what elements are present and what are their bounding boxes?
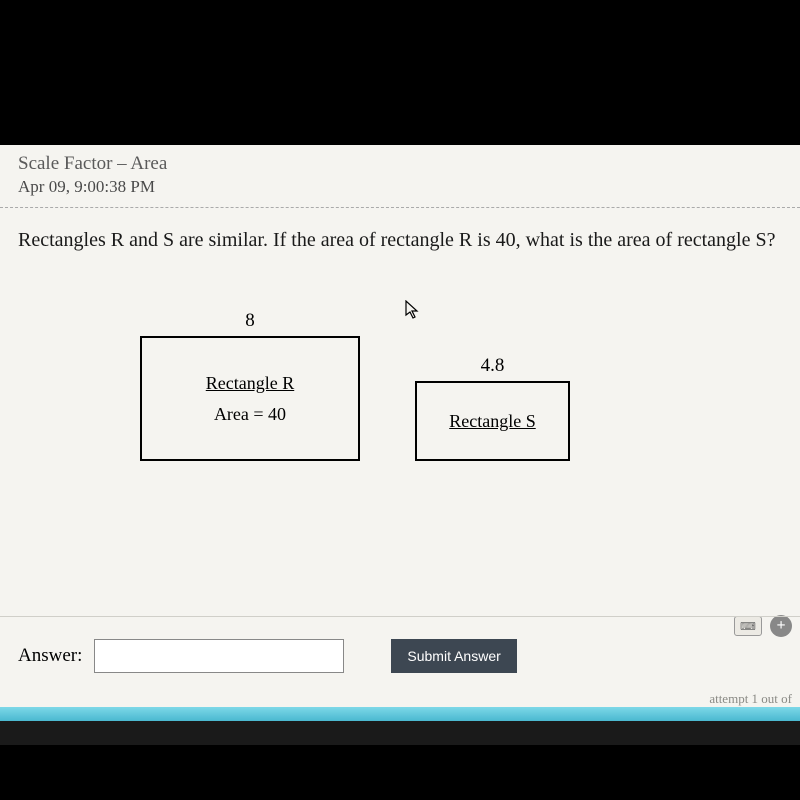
letterbox-top	[0, 0, 800, 145]
rect-r-name: Rectangle R	[206, 373, 294, 394]
worksheet-panel: Scale Factor – Area Apr 09, 9:00:38 PM R…	[0, 145, 800, 745]
window-edge	[0, 707, 800, 721]
diagram-area: 8 Rectangle R Area = 40 4.8 Rectangle S	[140, 310, 800, 461]
rectangle-s-wrap: 4.8 Rectangle S	[415, 355, 570, 461]
rectangle-s: Rectangle S	[415, 381, 570, 461]
rect-r-top-label: 8	[140, 310, 360, 332]
rect-r-area: Area = 40	[214, 404, 286, 425]
rectangle-r-wrap: 8 Rectangle R Area = 40	[140, 310, 360, 461]
question-text: Rectangles R and S are similar. If the a…	[18, 226, 782, 255]
answer-row: Answer: Submit Answer	[0, 616, 800, 685]
answer-label: Answer:	[18, 645, 82, 667]
lesson-title: Scale Factor – Area	[18, 153, 782, 175]
question-section: Rectangles R and S are similar. If the a…	[0, 208, 800, 255]
taskbar	[0, 721, 800, 745]
rect-s-name: Rectangle S	[449, 411, 535, 432]
timestamp: Apr 09, 9:00:38 PM	[18, 177, 782, 197]
rect-s-top-label: 4.8	[415, 355, 570, 377]
lesson-header: Scale Factor – Area Apr 09, 9:00:38 PM	[0, 145, 800, 208]
answer-input[interactable]	[94, 639, 344, 673]
submit-button[interactable]: Submit Answer	[391, 639, 516, 673]
attempt-counter: attempt 1 out of	[709, 691, 792, 707]
rectangle-r: Rectangle R Area = 40	[140, 336, 360, 461]
